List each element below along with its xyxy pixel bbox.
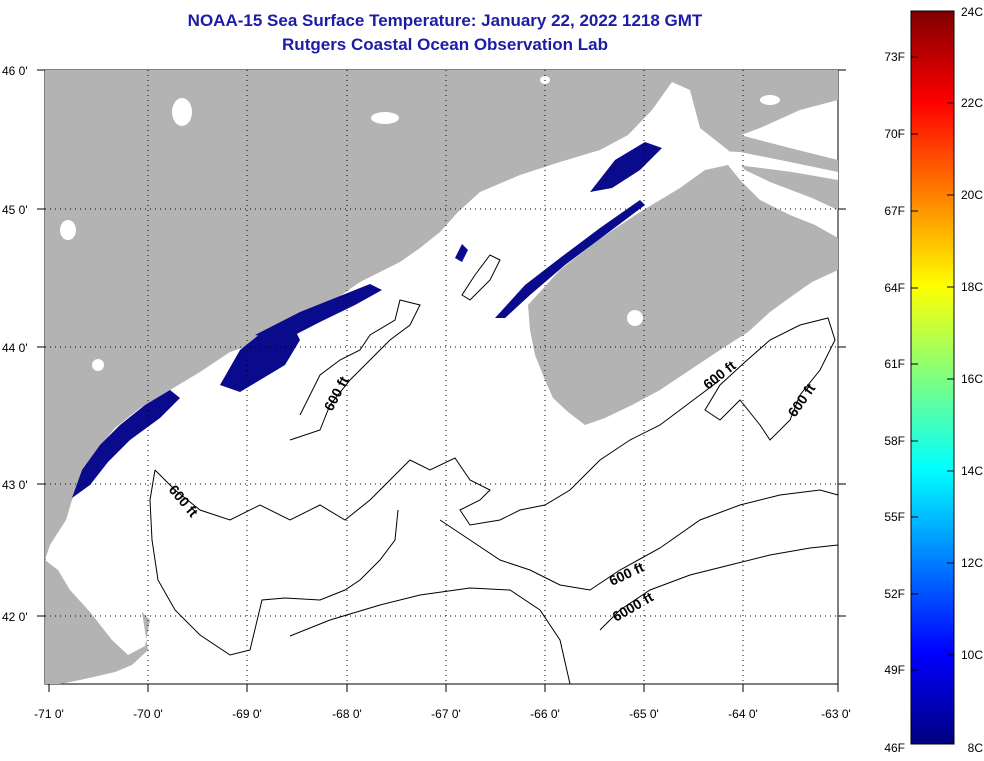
- contour-600ft-east: [704, 317, 836, 441]
- graticule: [45, 70, 838, 684]
- land-nova-scotia: [528, 165, 838, 425]
- bay-of-fundy: [500, 150, 700, 300]
- c-label: 16C: [961, 372, 983, 386]
- f-label: 67F: [884, 204, 905, 218]
- cold-water-regions: [72, 142, 662, 498]
- lat-label: 43 0': [2, 478, 28, 492]
- c-label: 12C: [961, 556, 983, 570]
- f-label: 61F: [884, 357, 905, 371]
- land-maine-newbrunswick: [45, 70, 838, 560]
- celsius-ticks: [947, 102, 954, 656]
- lon-label: -66 0': [530, 707, 560, 721]
- fahrenheit-labels: 73F 70F 67F 64F 61F 58F 55F 52F 49F 46F: [884, 50, 905, 755]
- f-label: 64F: [884, 281, 905, 295]
- map-title: NOAA-15 Sea Surface Temperature: January…: [187, 11, 703, 30]
- lon-label: -69 0': [232, 707, 262, 721]
- longitude-labels: -71 0' -70 0' -69 0' -68 0' -67 0' -66 0…: [34, 707, 851, 721]
- lon-label: -70 0': [133, 707, 163, 721]
- lat-label: 45 0': [2, 203, 28, 217]
- f-label: 58F: [884, 434, 905, 448]
- lat-label: 44 0': [2, 341, 28, 355]
- lon-label: -64 0': [728, 707, 758, 721]
- contour-6000ft-east: [599, 544, 839, 631]
- latitude-labels: 46 0' 45 0' 44 0' 43 0' 42 0': [2, 64, 28, 624]
- inland-lakes: [60, 76, 780, 371]
- c-label: 20C: [961, 188, 983, 202]
- contour-georges: [461, 254, 501, 301]
- land-massachusetts: [45, 560, 150, 684]
- lon-label: -67 0': [431, 707, 461, 721]
- lat-label: 42 0': [2, 610, 28, 624]
- lon-label: -68 0': [332, 707, 362, 721]
- contour-600ft-gulf: [154, 379, 721, 526]
- f-label: 52F: [884, 587, 905, 601]
- colorbar-gradient: [910, 10, 955, 745]
- contour-600ft-west: [149, 469, 399, 656]
- c-label: 18C: [961, 280, 983, 294]
- lon-label: -71 0': [34, 707, 64, 721]
- f-label: 46F: [884, 741, 905, 755]
- lon-label: -63 0': [821, 707, 851, 721]
- f-label: 73F: [884, 50, 905, 64]
- lon-label: -65 0': [629, 707, 659, 721]
- f-label: 49F: [884, 663, 905, 677]
- lat-label: 46 0': [2, 64, 28, 78]
- contour-600ft-inner: [289, 299, 421, 441]
- c-label: 14C: [961, 464, 983, 478]
- c-label: 22C: [961, 96, 983, 110]
- map-subtitle: Rutgers Coastal Ocean Observation Lab: [282, 35, 608, 54]
- c-label: 8C: [968, 741, 984, 755]
- f-label: 70F: [884, 127, 905, 141]
- ticks: [37, 69, 846, 692]
- northumberland-strait: [700, 150, 838, 180]
- f-label: 55F: [884, 510, 905, 524]
- celsius-labels: 24C 22C 20C 18C 16C 14C 12C 10C 8C: [961, 5, 983, 755]
- depth-contours: [149, 254, 839, 685]
- fahrenheit-ticks: [911, 56, 918, 671]
- contour-600ft-shelf: [439, 489, 839, 591]
- c-label: 10C: [961, 648, 983, 662]
- c-label: 24C: [961, 5, 983, 19]
